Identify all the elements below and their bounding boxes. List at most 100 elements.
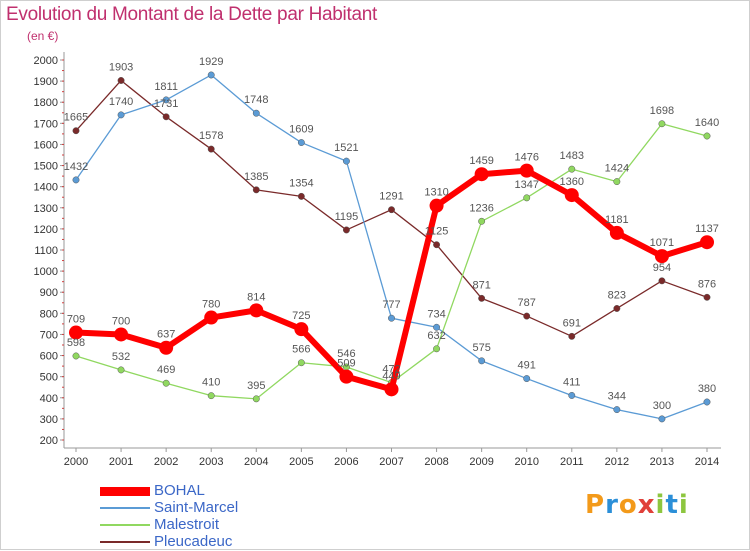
data-label: 598 (67, 337, 85, 349)
data-point (654, 249, 669, 264)
y-tick-label: 1800 (34, 97, 58, 109)
data-label: 509 (337, 358, 355, 370)
data-label: 1929 (199, 56, 223, 68)
x-tick-label: 2012 (605, 456, 629, 468)
data-label: 814 (247, 291, 265, 303)
logo-letter: x (637, 490, 656, 520)
data-point (204, 310, 219, 325)
data-label: 1578 (199, 130, 223, 142)
y-tick-label: 1900 (34, 76, 58, 88)
legend-swatch-bohal (100, 487, 150, 496)
data-label: 546 (337, 348, 355, 360)
data-label: 1748 (244, 94, 268, 106)
legend-item-malestroit: Malestroit (100, 516, 300, 534)
data-label: 1385 (244, 171, 268, 183)
chart-unit: (en €) (27, 29, 59, 43)
data-point (162, 379, 170, 387)
data-point (564, 188, 579, 203)
data-label: 1483 (560, 150, 584, 162)
data-point (162, 113, 170, 121)
data-point (72, 127, 80, 135)
data-point (433, 241, 441, 249)
data-point (474, 167, 489, 182)
legend-label-saint-marcel: Saint-Marcel (154, 499, 239, 516)
data-label: 1354 (289, 177, 313, 189)
data-point (117, 111, 125, 119)
data-point (384, 382, 399, 397)
data-label: 300 (653, 400, 671, 412)
data-label: 1698 (650, 105, 674, 117)
data-label: 575 (472, 342, 490, 354)
data-label: 1740 (109, 96, 133, 108)
data-label: 1459 (469, 155, 493, 167)
data-point (342, 157, 350, 165)
data-point (252, 109, 260, 117)
data-point (388, 206, 395, 214)
data-label: 1347 (514, 179, 538, 191)
data-point (658, 120, 666, 128)
x-tick-label: 2007 (379, 456, 403, 468)
data-label: 1640 (695, 117, 719, 129)
logo-letter: i (655, 490, 666, 520)
data-label: 491 (518, 360, 536, 372)
y-tick-label: 1200 (34, 224, 58, 236)
series-line-bohal (75, 167, 708, 393)
y-tick-label: 500 (40, 372, 58, 384)
data-label: 876 (698, 278, 716, 290)
data-point (613, 406, 621, 414)
y-tick-label: 200 (40, 435, 58, 447)
logo-letter: o (618, 490, 638, 520)
data-point (478, 217, 486, 225)
legend-item-bohal: BOHAL (100, 482, 300, 500)
data-point (249, 303, 264, 318)
data-label: 1609 (289, 124, 313, 136)
x-tick-label: 2009 (469, 456, 493, 468)
data-point (252, 186, 260, 194)
data-point (114, 327, 129, 342)
data-point (703, 398, 711, 406)
data-label: 1310 (424, 187, 448, 199)
data-point (703, 293, 711, 301)
y-tick-label: 1700 (34, 118, 58, 130)
chart-title: Evolution du Montant de la Dette par Hab… (6, 4, 377, 25)
data-label: 1360 (560, 176, 584, 188)
y-tick-label: 400 (40, 393, 58, 405)
legend-label-pleucadeuc: Pleucadeuc (154, 533, 233, 550)
data-label: 700 (112, 315, 130, 327)
data-point (658, 277, 666, 285)
data-label: 1071 (650, 237, 674, 249)
data-point (297, 192, 305, 200)
data-point (294, 322, 309, 337)
legend-label-bohal: BOHAL (154, 482, 205, 499)
data-point (72, 176, 80, 184)
data-point (609, 225, 624, 240)
x-tick-label: 2004 (244, 456, 268, 468)
data-label: 1236 (469, 202, 493, 214)
data-label: 709 (67, 314, 85, 326)
data-label: 787 (518, 297, 536, 309)
data-point (159, 340, 174, 355)
data-label: 472 (382, 364, 400, 376)
data-label: 380 (698, 383, 716, 395)
data-point (478, 294, 486, 302)
data-point (658, 415, 666, 423)
x-tick-label: 2003 (199, 456, 223, 468)
data-label: 1521 (334, 142, 358, 154)
data-point (523, 375, 531, 383)
proxiti-logo: Proxiti (585, 490, 689, 520)
data-point (523, 194, 531, 202)
y-tick-label: 1400 (34, 182, 58, 194)
data-label: 1195 (335, 211, 359, 223)
data-label: 871 (472, 279, 490, 291)
x-tick-label: 2008 (424, 456, 448, 468)
y-tick-label: 1000 (34, 266, 58, 278)
data-label: 566 (292, 344, 310, 356)
x-tick-label: 2010 (514, 456, 538, 468)
legend-swatch-saint-marcel (100, 507, 150, 509)
logo-letter: r (605, 490, 619, 520)
x-tick-label: 2014 (695, 456, 719, 468)
data-label: 637 (157, 329, 175, 341)
data-point (568, 165, 576, 173)
data-point (523, 312, 531, 320)
data-label: 1811 (154, 81, 178, 93)
